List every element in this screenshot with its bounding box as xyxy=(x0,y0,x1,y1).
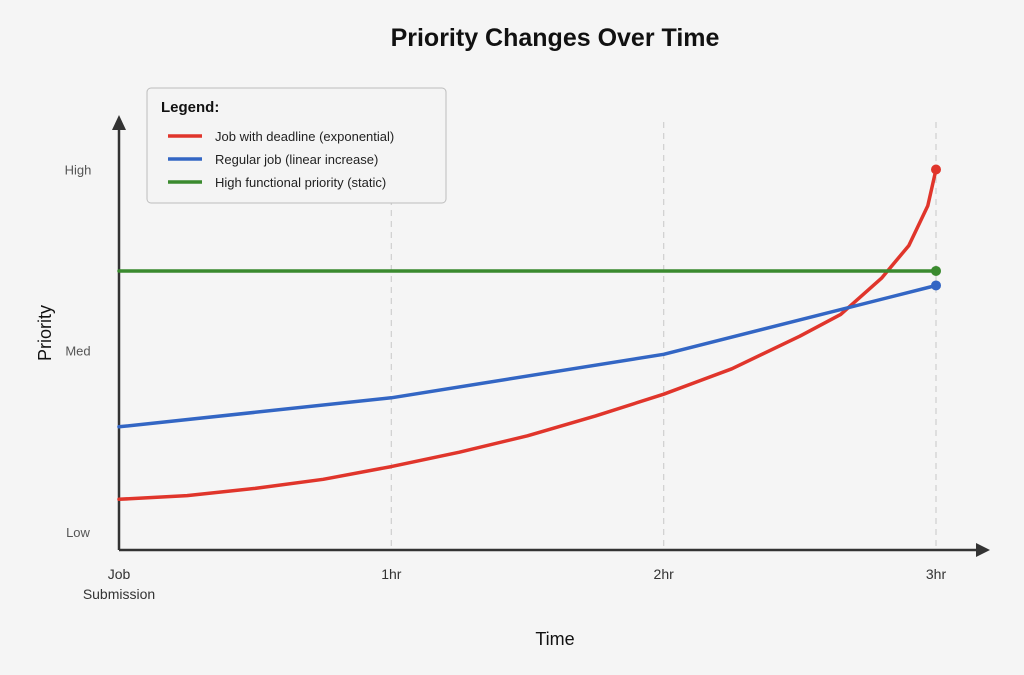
tick-labels: Job Submission 1hr 2hr 3hr Low Med High xyxy=(65,162,947,602)
x-tick-label-0-line-0: Job xyxy=(108,566,131,582)
x-tick-label-0-line-1: Submission xyxy=(83,586,155,602)
series-lines xyxy=(117,164,941,502)
legend-label-1: Regular job (linear increase) xyxy=(215,152,378,167)
legend: Legend: Job with deadline (exponential) R… xyxy=(146,87,447,204)
y-tick-label-low: Low xyxy=(66,525,90,540)
series-end-point-2 xyxy=(931,265,941,276)
axes xyxy=(112,115,990,557)
x-tick-label-2: 2hr xyxy=(654,566,675,582)
y-tick-label-high: High xyxy=(65,162,92,177)
y-axis-arrow xyxy=(112,115,126,130)
y-tick-label-med: Med xyxy=(65,344,90,359)
x-axis-arrow xyxy=(976,543,990,557)
legend-label-2: High functional priority (static) xyxy=(215,175,386,190)
legend-title: Legend: xyxy=(161,99,219,116)
series-end-point-0 xyxy=(931,164,941,175)
y-axis-title: Priority xyxy=(35,305,55,361)
legend-box xyxy=(146,87,447,204)
chart-title: Priority Changes Over Time xyxy=(391,24,720,52)
series-line-0 xyxy=(117,167,938,502)
series-end-point-1 xyxy=(931,280,941,291)
grid-lines xyxy=(390,122,937,550)
legend-label-0: Job with deadline (exponential) xyxy=(215,129,394,144)
x-tick-label-3: 3hr xyxy=(926,566,947,582)
x-axis-title: Time xyxy=(535,629,574,649)
series-line-1 xyxy=(117,283,938,429)
x-tick-label-1: 1hr xyxy=(381,566,402,582)
